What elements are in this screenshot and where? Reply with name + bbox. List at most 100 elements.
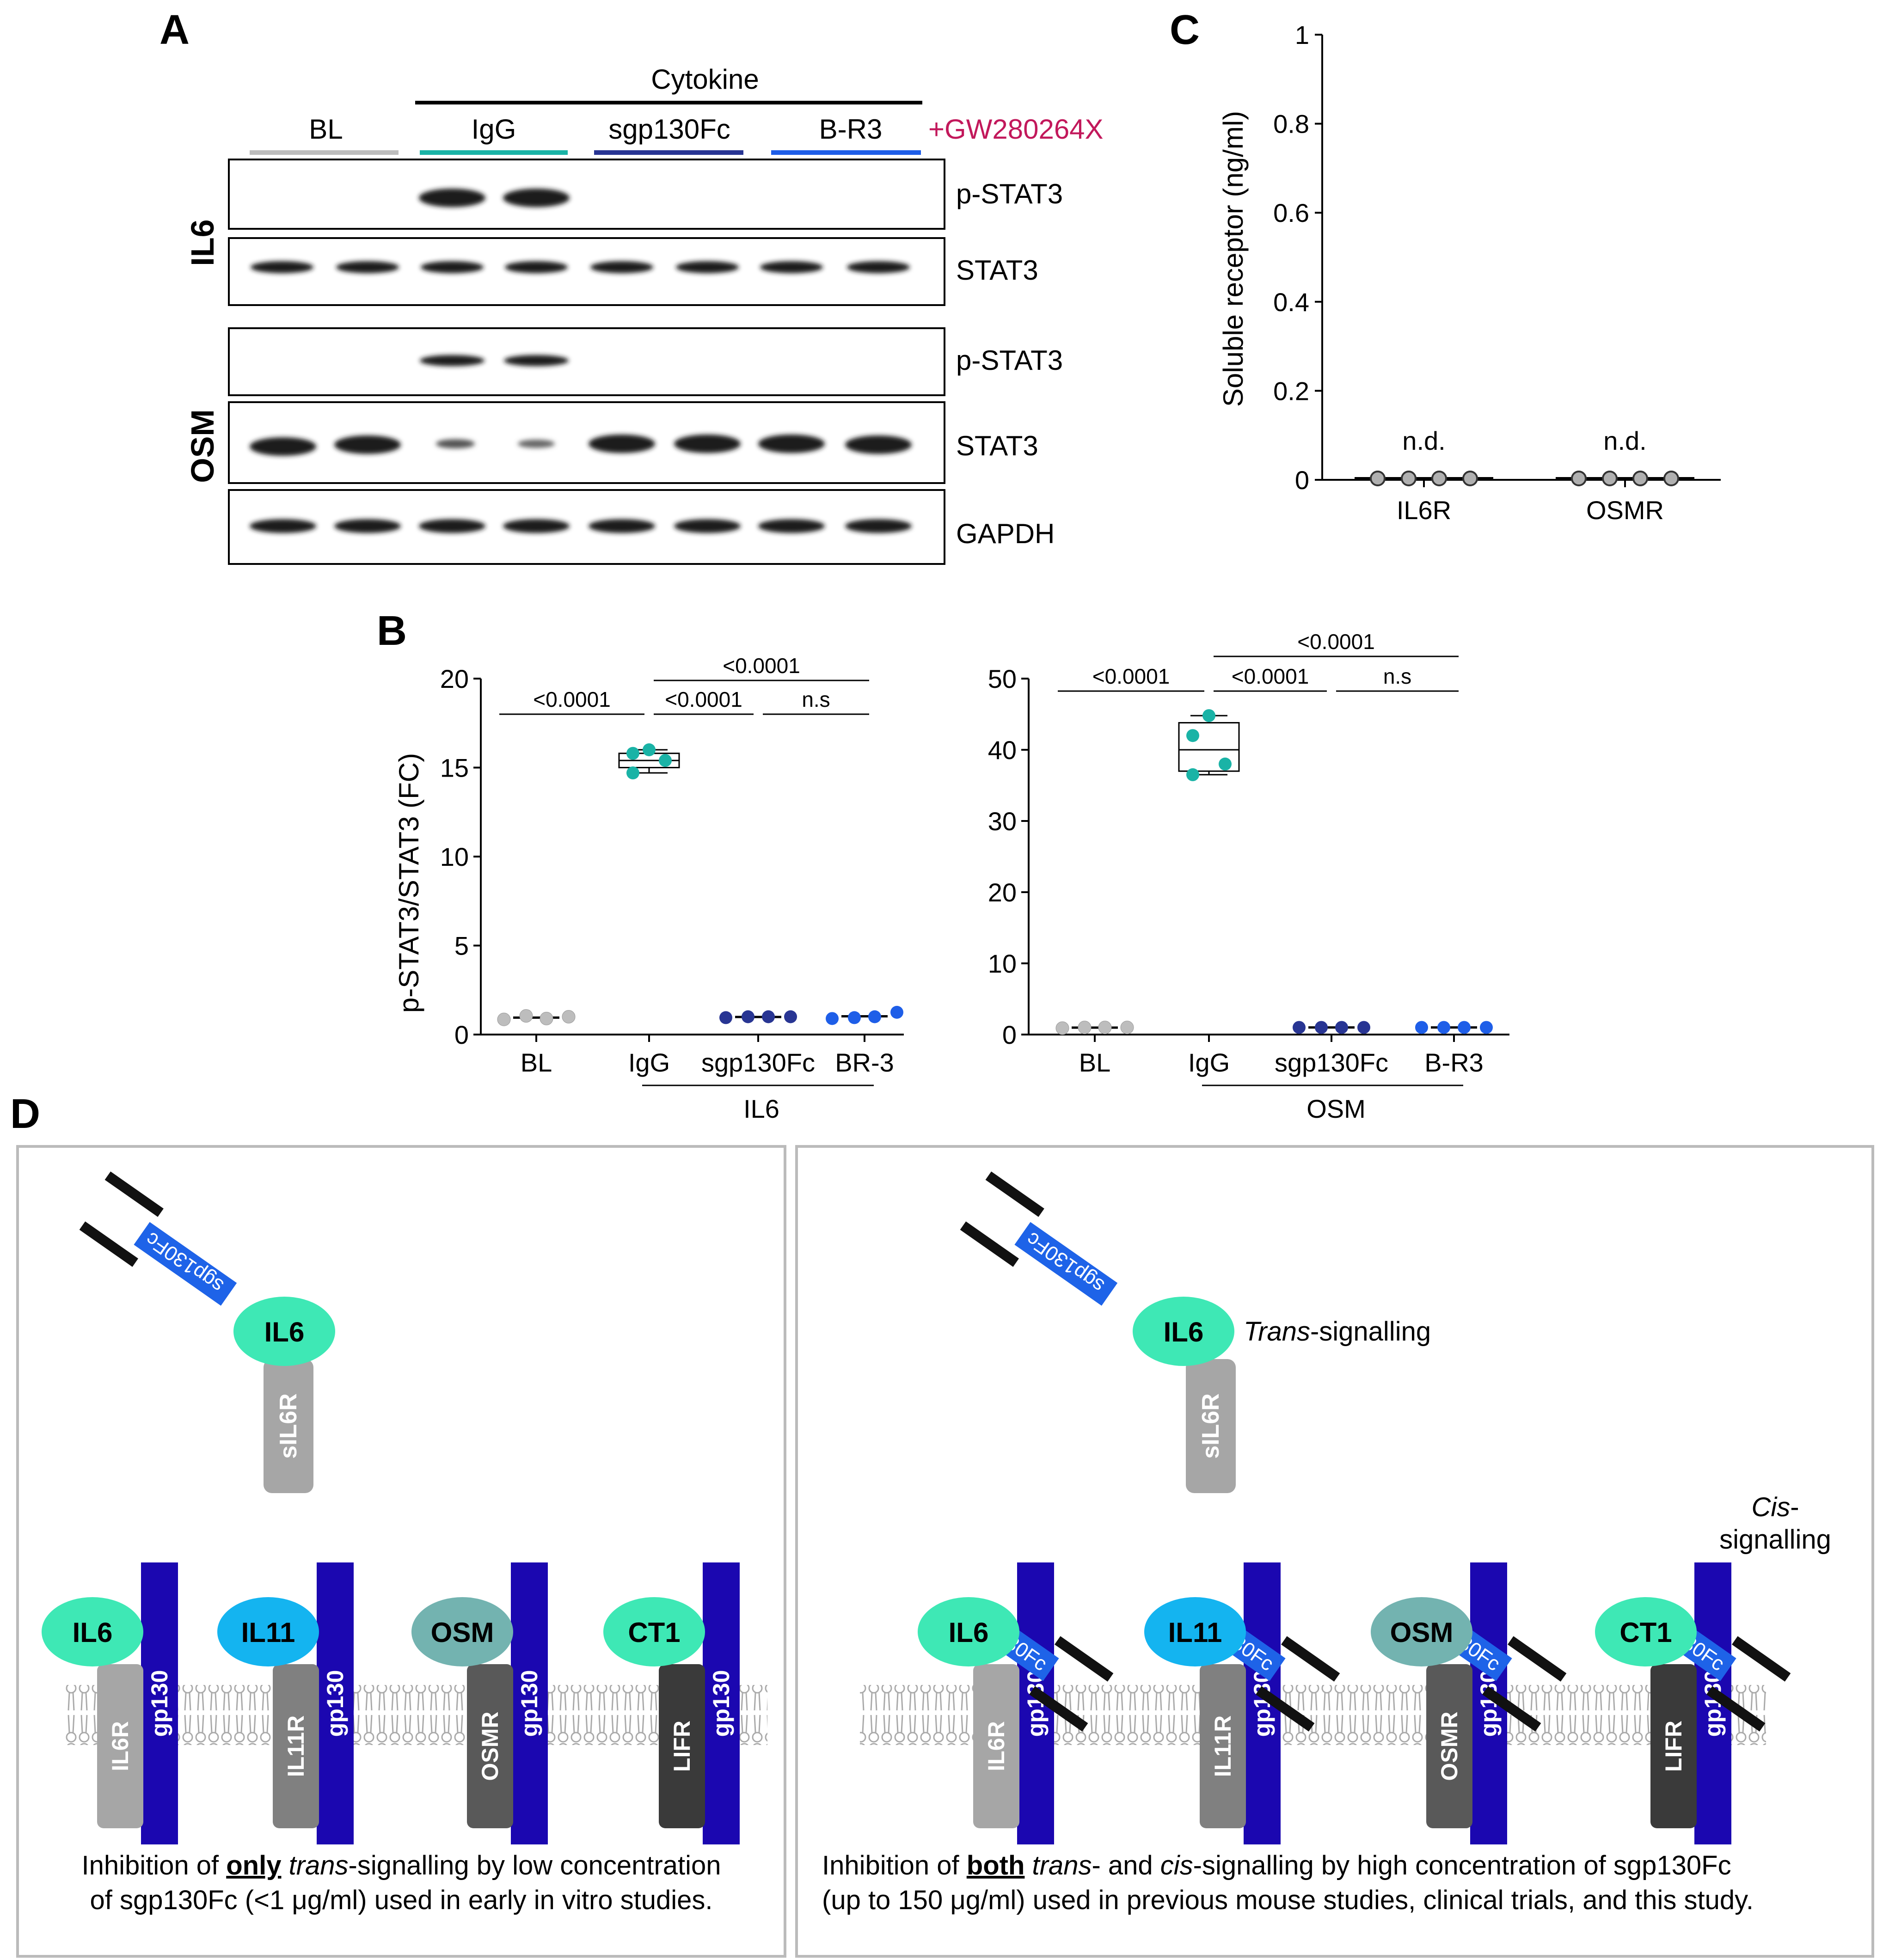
ligand-label: OSM [1390,1617,1454,1648]
data-point [540,1011,553,1025]
lane-group-label-sgp130fc: sgp130Fc [608,114,730,145]
data-point [1602,471,1618,486]
data-point [719,1011,732,1024]
receptor-label: OSMR [477,1712,503,1781]
ligand [42,1597,143,1666]
cytokine-label: IL6 [743,1094,779,1123]
y-tick-label: 20 [440,664,469,693]
receptor-label: IL11R [283,1715,309,1777]
fc-arm [1281,1636,1340,1682]
ligand-label: IL6 [264,1317,305,1348]
y-tick-label: 30 [988,807,1017,836]
ligand [603,1597,705,1666]
fc-arm [985,1171,1044,1217]
soluble-il6r [1186,1359,1236,1493]
x-tick-label: sgp130Fc [1275,1048,1388,1077]
panel-d: D sgp130Fc sIL6R IL6 gp130 IL6R IL6 gp130 IL11R… [10,1091,1874,1958]
fc-arm [1482,1686,1541,1732]
panel-d-right-frame [795,1145,1874,1958]
blot-label-gapdh: GAPDH [956,518,1055,549]
data-point [868,1010,881,1023]
significance-label: n.s [1383,664,1411,688]
data-point [1401,471,1417,486]
lane-group-label-igg: IgG [472,114,516,145]
sgp130fc-complex: sgp130Fc [960,1171,1118,1306]
fc-arm [960,1221,1019,1267]
y-tick-label: 0.8 [1273,110,1309,139]
chart-c-plot: 0 0.2 0.4 0.6 0.8 1 IL6R n.d. OSMR n.d. [1273,20,1721,525]
significance-label: <0.0001 [723,654,800,678]
cytokine-label: OSM [1306,1094,1366,1123]
panel-c-ylabel: Soluble receptor (ng/ml) [1218,111,1249,407]
data-point [1437,1021,1450,1034]
ligand-label: IL11 [241,1617,295,1648]
blot-label-il6-pstat3: p-STAT3 [956,178,1063,209]
data-point [1335,1021,1348,1034]
data-point [659,754,672,767]
panel-a: A Cytokine BL IgG sgp130Fc B-R3 +GW28026… [159,7,1104,565]
fc-arm [1029,1686,1088,1732]
soluble-il6r-label: sIL6R [1197,1393,1224,1459]
y-tick-label: 1 [1295,20,1309,49]
receptor-label: IL6R [983,1721,1009,1771]
data-point [826,1012,839,1025]
fc-arm [1706,1686,1766,1732]
receptor [273,1664,319,1828]
data-point [890,1005,903,1019]
y-tick-label: 0.6 [1273,198,1309,227]
significance-label: <0.0001 [665,687,742,711]
data-point [1480,1021,1493,1034]
gp130 [317,1562,354,1844]
ligand [1595,1597,1697,1666]
panel-d-letter: D [10,1091,40,1137]
blot-osm-pstat3 [228,327,945,396]
ligand-label: IL6 [1164,1317,1204,1348]
inhibitor-label: +GW280264X [928,114,1104,145]
ligand [217,1597,319,1666]
x-tick-label: sgp130Fc [701,1048,815,1077]
chart-b-osm: 0 10 20 30 40 50 BL IgG sgp130Fc B-R3 <0.0001 <0.00… [988,630,1509,1123]
data-point [1120,1021,1134,1035]
data-point [1370,471,1386,486]
blot-il6-pstat3 [228,159,945,230]
sgp130fc-bar [134,1222,237,1306]
blot-label-osm-stat3: STAT3 [956,430,1038,461]
ligand [918,1597,1019,1666]
ligand-il6-trans [233,1297,335,1366]
fc-arm [1055,1636,1114,1682]
data-point [784,1010,797,1023]
data-point [1462,471,1478,486]
sgp130fc-bar [1014,1222,1118,1306]
data-point [1431,471,1447,486]
data-point [1186,768,1199,781]
receptor-label: IL6R [107,1721,133,1771]
data-point [1571,471,1587,486]
cis-signalling-label: Cis- [1751,1492,1799,1522]
receptor-label: IL11R [1210,1715,1236,1777]
lane-group-label-bl: BL [309,114,343,145]
y-tick-label: 0.4 [1273,288,1309,317]
fc-arm [1732,1636,1791,1682]
data-point [643,743,656,756]
fc-arm [1508,1636,1567,1682]
gp130 [703,1562,740,1844]
trans-signalling-label: Trans-signalling [1244,1317,1431,1347]
lane-group-label-br3: B-R3 [819,114,883,145]
x-tick-label: IL6R [1397,496,1451,525]
data-point [1078,1021,1092,1035]
receptor [97,1664,143,1828]
data-point [519,1009,533,1023]
box-body [1178,722,1240,772]
data-point [1055,1021,1069,1035]
panel-c: C Soluble receptor (ng/ml) 0 0.2 0.4 0.6 0.8… [1170,7,1721,525]
caption-right-line2: (up to 150 μg/ml) used in previous mouse… [822,1885,1754,1915]
sgp130fc-label: sgp130Fc [141,1228,227,1298]
y-tick-label: 15 [440,753,469,783]
ligand [1144,1597,1246,1666]
data-point [1415,1021,1428,1034]
data-point [1202,709,1215,723]
significance-label: <0.0001 [1092,664,1170,688]
receptor [973,1664,1019,1828]
x-tick-label: IgG [1188,1048,1230,1077]
receptor [1650,1664,1697,1828]
